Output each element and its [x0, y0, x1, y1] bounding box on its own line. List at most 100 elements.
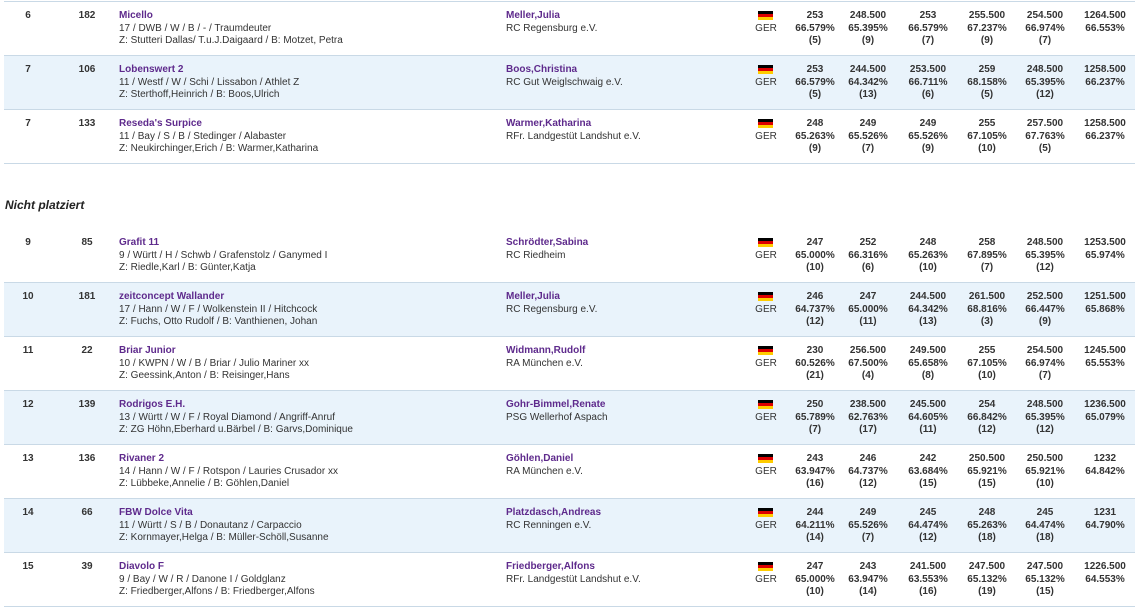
rider-name: Boos,Christina — [506, 64, 578, 75]
horse-name: Diavolo F — [119, 561, 165, 572]
nation: GER — [755, 573, 777, 585]
score-placing: (16) — [806, 478, 824, 489]
nation: GER — [755, 411, 777, 423]
flag-icon — [758, 65, 773, 74]
score-percent: 67.105% — [967, 130, 1007, 142]
score-points: 247.500 — [1026, 561, 1064, 572]
nation: GER — [755, 465, 777, 477]
nation: GER — [755, 357, 777, 369]
score-points: 249 — [859, 118, 877, 129]
total-percent: 65.079% — [1085, 411, 1125, 423]
total-points: 1236.500 — [1084, 399, 1126, 410]
score-points: 253 — [806, 10, 824, 21]
score-points: 238.500 — [849, 399, 887, 410]
score-percent: 67.500% — [848, 357, 888, 369]
result-row: 7 106 Lobenswert 2 11 / Westf / W / Schi / … — [4, 56, 1135, 110]
total-points: 1232 — [1093, 453, 1117, 464]
score-placing: (10) — [806, 586, 824, 597]
start-number: 136 — [78, 453, 96, 464]
score-percent: 67.895% — [967, 249, 1007, 261]
flag-icon — [758, 292, 773, 301]
total-percent: 64.842% — [1085, 465, 1125, 477]
club: RC Renningen e.V. — [506, 519, 592, 531]
score-points: 243 — [806, 453, 824, 464]
rank: 7 — [25, 64, 31, 75]
club: RC Riedheim — [506, 249, 566, 261]
score-placing: (9) — [1038, 316, 1052, 327]
rank: 6 — [25, 10, 31, 21]
score-percent: 65.395% — [1025, 411, 1065, 423]
breeding-owner: Z: Kornmayer,Helga / B: Müller-Schöll,Su… — [119, 532, 329, 543]
score-placing: (5) — [1038, 143, 1052, 154]
score-percent: 65.658% — [908, 357, 948, 369]
score-placing: (9) — [861, 35, 875, 46]
total-percent: 64.553% — [1085, 573, 1125, 585]
horse-name: Grafit 11 — [119, 237, 160, 248]
start-number: 39 — [81, 561, 93, 572]
rank: 14 — [22, 507, 34, 518]
score-placing: (13) — [859, 89, 877, 100]
score-placing: (7) — [1038, 370, 1052, 381]
score-points: 255 — [978, 118, 996, 129]
score-placing: (18) — [978, 532, 996, 543]
score-percent: 60.526% — [795, 357, 835, 369]
breeding-owner: Z: Stutteri Dallas/ T.u.J.Daigaard / B: … — [119, 35, 343, 46]
score-percent: 65.132% — [967, 573, 1007, 585]
flag-icon — [758, 346, 773, 355]
score-percent: 63.947% — [848, 573, 888, 585]
score-placing: (4) — [861, 370, 875, 381]
score-percent: 66.579% — [795, 22, 835, 34]
score-percent: 66.974% — [1025, 22, 1065, 34]
total-percent: 64.790% — [1085, 519, 1125, 531]
score-placing: (18) — [1036, 532, 1054, 543]
score-points: 248 — [978, 507, 996, 518]
score-placing: (6) — [921, 89, 935, 100]
score-points: 250.500 — [968, 453, 1006, 464]
score-points: 245 — [919, 507, 937, 518]
nation: GER — [755, 76, 777, 88]
score-percent: 65.000% — [848, 303, 888, 315]
score-points: 257.500 — [1026, 118, 1064, 129]
rank: 11 — [22, 345, 34, 356]
rider-name: Meller,Julia — [506, 10, 560, 21]
score-points: 242 — [919, 453, 937, 464]
total-points: 1251.500 — [1084, 291, 1126, 302]
score-points: 246 — [859, 453, 877, 464]
flag-icon — [758, 400, 773, 409]
score-placing: (5) — [808, 89, 822, 100]
score-placing: (12) — [1036, 89, 1054, 100]
score-placing: (15) — [919, 478, 937, 489]
total-points: 1245.500 — [1084, 345, 1126, 356]
score-placing: (7) — [861, 143, 875, 154]
club: RC Gut Weiglschwaig e.V. — [506, 76, 623, 88]
score-placing: (11) — [859, 316, 877, 327]
score-placing: (12) — [859, 478, 877, 489]
breeding-owner: Z: Lübbeke,Annelie / B: Göhlen,Daniel — [119, 478, 290, 489]
score-percent: 63.553% — [908, 573, 948, 585]
score-points: 252 — [859, 237, 877, 248]
score-percent: 65.526% — [848, 130, 888, 142]
nation: GER — [755, 249, 777, 261]
horse-details: 17 / Hann / W / F / Wolkenstein II / Hit… — [119, 303, 318, 315]
result-row: 14 66 FBW Dolce Vita 11 / Württ / S / B / D… — [4, 499, 1135, 553]
horse-details: 10 / KWPN / W / B / Briar / Julio Marine… — [119, 357, 310, 369]
nation: GER — [755, 303, 777, 315]
score-percent: 65.395% — [848, 22, 888, 34]
score-percent: 64.342% — [848, 76, 888, 88]
score-percent: 64.737% — [848, 465, 888, 477]
nation: GER — [755, 130, 777, 142]
horse-name: Rodrigos E.H. — [119, 399, 186, 410]
result-row: 7 133 Reseda's Surpice 11 / Bay / S / B / S… — [4, 110, 1135, 164]
score-placing: (10) — [806, 262, 824, 273]
score-percent: 64.605% — [908, 411, 948, 423]
score-placing: (12) — [978, 424, 996, 435]
score-placing: (3) — [980, 316, 994, 327]
score-points: 254.500 — [1026, 345, 1064, 356]
score-points: 255 — [978, 345, 996, 356]
score-placing: (13) — [919, 316, 937, 327]
breeding-owner: Z: Riedle,Karl / B: Günter,Katja — [119, 262, 256, 273]
score-placing: (19) — [978, 586, 996, 597]
score-placing: (14) — [806, 532, 824, 543]
score-placing: (9) — [808, 143, 822, 154]
